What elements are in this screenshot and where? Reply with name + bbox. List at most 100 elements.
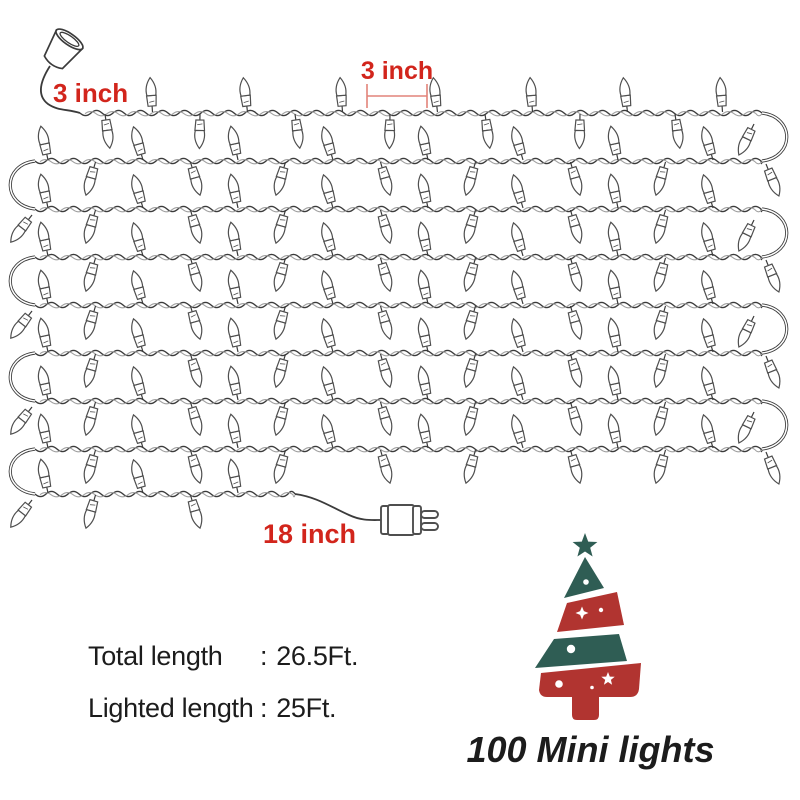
light-string-wrap [761,303,789,355]
lead-wire-out [294,493,382,521]
mini-bulb [37,125,52,161]
power-plug-icon [380,504,439,536]
light-string-wrap [761,399,789,451]
mini-bulb [227,269,242,305]
mini-bulb [511,269,526,305]
light-string-wrap-inner [9,448,36,495]
tree-band-bottom [539,663,641,697]
mini-bulb [273,209,289,245]
mini-bulb [239,76,252,113]
light-string-row-strand [39,207,763,213]
mini-bulb [321,365,336,401]
mini-bulb [417,173,432,209]
mini-bulb [145,76,157,113]
mini-bulb [607,173,622,209]
mini-bulb [83,353,99,389]
spec-label: Total length [88,641,223,671]
mini-bulb [463,161,479,197]
socket-connector-icon [43,28,84,70]
bulb-count-caption: 100 Mini lights [466,729,715,770]
mini-bulb [417,317,432,353]
mini-bulb [83,449,99,485]
mini-bulb [463,449,479,485]
lead-out-length-label: 18 inch [263,519,357,549]
mini-bulb [37,269,52,305]
mini-bulb [607,413,622,449]
mini-bulb [83,494,99,530]
mini-bulb [701,125,716,161]
mini-bulb [187,494,203,530]
tree-band-top [564,557,604,598]
mini-bulb [37,317,52,353]
mini-bulb [10,214,33,243]
length-specs: Total length:26.5Ft. Lighted length:25Ft… [88,641,358,745]
mini-bulb [194,113,206,150]
mini-bulb [227,413,242,449]
mini-bulb [463,401,479,437]
tree-decoration-dot [566,644,576,654]
mini-bulb [10,406,33,435]
light-string-wrap [761,111,789,163]
mini-bulb [567,209,583,245]
mini-bulb [737,219,756,252]
light-string-wrap [8,351,36,403]
mini-bulb [511,317,526,353]
mini-bulb [131,458,146,494]
mini-bulb [101,113,114,150]
mini-bulb [377,353,393,389]
mini-bulb [187,209,203,245]
mini-bulb [131,365,146,401]
mini-bulb [763,451,781,485]
mini-bulb [227,221,242,257]
mini-bulb [37,173,52,209]
christmas-tree-icon [535,533,641,720]
mini-bulb [481,113,494,150]
mini-bulb [653,449,669,485]
mini-bulb [511,173,526,209]
mini-bulb [227,317,242,353]
tree-decoration-dot [555,680,563,688]
mini-bulbs [10,76,781,530]
mini-bulb [417,221,432,257]
mini-bulb [187,257,203,293]
mini-bulb [463,353,479,389]
mini-bulb [653,161,669,197]
mini-bulb [619,76,632,113]
mini-bulb [131,221,146,257]
light-string-wires [8,109,789,498]
light-string-wrap [8,159,36,211]
mini-bulb [417,365,432,401]
light-string-row-strand [39,492,296,498]
spec-separator: : [260,641,268,671]
spec-label: Lighted length [88,693,254,723]
mini-bulb [417,269,432,305]
light-string-wrap-inner [9,160,36,210]
mini-bulb [291,113,304,150]
mini-bulb [227,458,242,494]
mini-bulb [131,317,146,353]
bulb-spacing-label: 3 inch [360,57,434,85]
mini-bulb [187,305,203,341]
light-string-row-strand [39,159,763,165]
mini-bulb [187,161,203,197]
light-string-wrap [8,447,36,496]
mini-bulb [37,221,52,257]
mini-bulb [131,269,146,305]
mini-bulb [37,365,52,401]
mini-bulb [187,449,203,485]
mini-bulb [83,209,99,245]
mini-bulb [131,125,146,161]
mini-bulb [737,315,756,348]
light-string-row-strand [39,399,763,405]
mini-bulb [701,269,716,305]
mini-bulb [653,209,669,245]
light-string-row-strand [84,111,763,117]
light-string-wrap-inner [761,400,788,450]
mini-bulb [83,257,99,293]
mini-bulb [273,353,289,389]
mini-bulb [737,123,756,156]
mini-bulb [607,317,622,353]
mini-bulb [763,259,781,293]
tree-decoration-dot [590,685,594,690]
